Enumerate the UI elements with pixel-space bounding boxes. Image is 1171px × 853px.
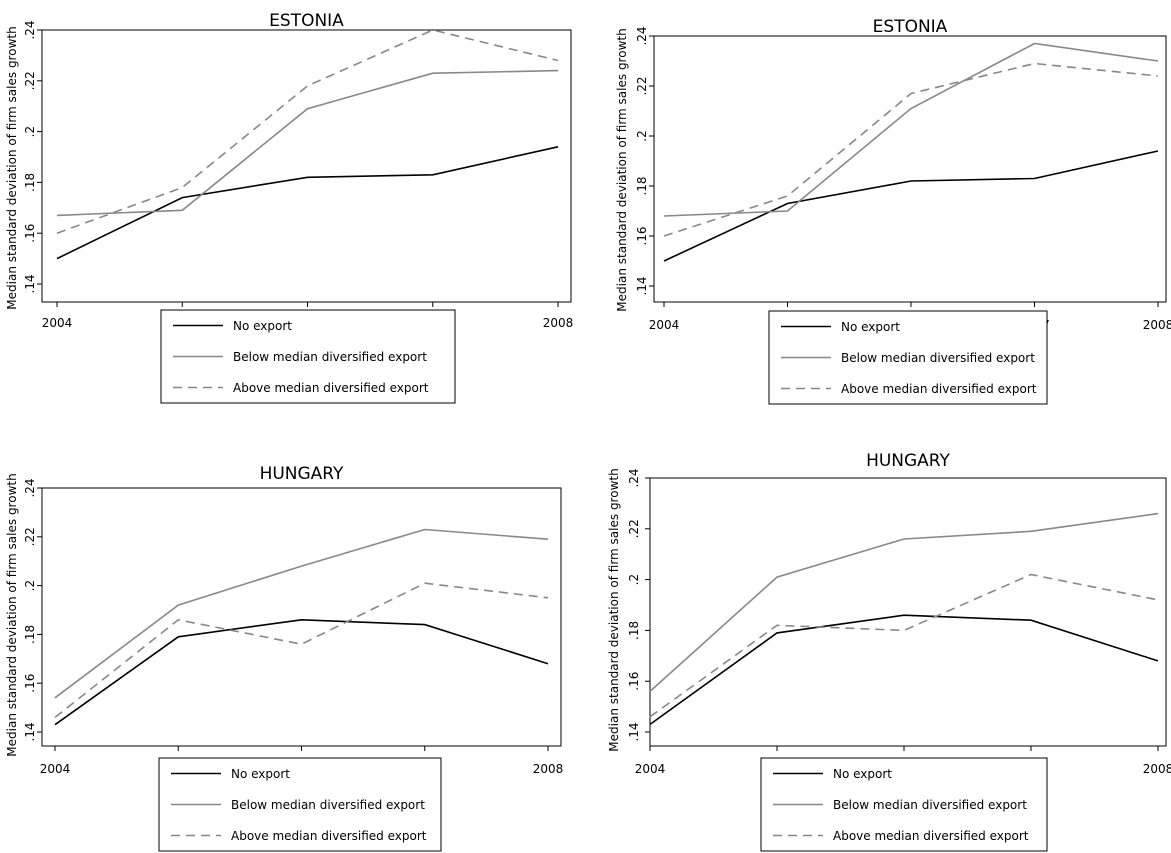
y-tick-label: .18 — [627, 621, 641, 640]
legend-label: Above median diversified export — [231, 829, 427, 843]
chart-title: HUNGARY — [866, 451, 950, 471]
series-line-no-export — [56, 146, 559, 260]
series-line-below-median-diversified-export — [649, 512, 1159, 692]
x-tick-label: 2004 — [649, 318, 680, 332]
series-line-above-median-diversified-export — [56, 29, 559, 234]
series-line-below-median-diversified-export — [54, 528, 549, 699]
y-tick-label: .22 — [23, 527, 37, 546]
y-tick-label: .14 — [23, 274, 37, 293]
y-tick-label: .16 — [23, 224, 37, 243]
y-tick-label: .24 — [23, 478, 37, 497]
y-tick-label: .16 — [627, 672, 641, 691]
series-line-below-median-diversified-export — [663, 42, 1159, 217]
legend: No export Below median diversified export… — [158, 757, 442, 852]
plot-frame — [649, 477, 1167, 747]
chart-title: ESTONIA — [269, 11, 344, 31]
series-line-above-median-diversified-export — [54, 582, 549, 719]
legend-label: No export — [841, 320, 900, 334]
legend-label: Above median diversified export — [233, 381, 429, 395]
chart-panel-2: ESTONIA.14.16.18.2.22.242004200520062007… — [615, 17, 1171, 405]
legend: No export Below median diversified export… — [768, 310, 1048, 405]
y-tick-label: .24 — [627, 468, 641, 487]
x-tick-label: 2004 — [40, 762, 71, 776]
legend-label: Above median diversified export — [841, 382, 1037, 396]
y-tick-label: .14 — [635, 276, 649, 295]
y-tick-label: .22 — [627, 519, 641, 538]
y-tick-label: .24 — [23, 20, 37, 39]
y-tick-label: .14 — [23, 722, 37, 741]
legend-label: Below median diversified export — [833, 798, 1027, 812]
chart-panel-1: ESTONIA.14.16.18.2.22.242004200520062007… — [5, 11, 574, 404]
y-tick-label: .22 — [635, 76, 649, 95]
chart-panel-3: HUNGARY.14.16.18.2.22.242004200520062007… — [5, 464, 564, 852]
chart-panel-4: HUNGARY.14.16.18.2.22.242004200520062007… — [607, 451, 1171, 852]
y-tick-label: .18 — [635, 176, 649, 195]
y-tick-label: .2 — [627, 574, 641, 585]
series-line-no-export — [54, 618, 549, 726]
series-line-below-median-diversified-export — [56, 69, 559, 217]
x-tick-label: 2008 — [1143, 318, 1171, 332]
legend-label: No export — [231, 767, 290, 781]
y-axis-label: Median standard deviation of firm sales … — [5, 473, 19, 756]
x-tick-label: 2004 — [42, 316, 73, 330]
legend-label: No export — [833, 767, 892, 781]
plot-frame — [41, 487, 562, 747]
x-tick-label: 2004 — [635, 762, 666, 776]
legend-label: No export — [233, 319, 292, 333]
legend: No export Below median diversified export… — [760, 757, 1048, 852]
x-tick-label: 2008 — [1143, 762, 1171, 776]
y-tick-label: .18 — [23, 625, 37, 644]
y-tick-label: .18 — [23, 173, 37, 192]
y-axis-label: Median standard deviation of firm sales … — [607, 468, 621, 751]
series-line-above-median-diversified-export — [663, 62, 1159, 237]
plot-frame — [653, 35, 1167, 303]
series-line-no-export — [649, 614, 1159, 726]
chart-title: HUNGARY — [260, 464, 344, 484]
y-tick-label: .16 — [635, 226, 649, 245]
y-tick-label: .2 — [635, 130, 649, 141]
y-tick-label: .2 — [23, 580, 37, 591]
y-tick-label: .24 — [635, 26, 649, 45]
y-tick-label: .2 — [23, 126, 37, 137]
x-tick-label: 2008 — [543, 316, 574, 330]
y-tick-label: .16 — [23, 674, 37, 693]
legend-label: Above median diversified export — [833, 829, 1029, 843]
y-axis-label: Median standard deviation of firm sales … — [615, 28, 629, 311]
series-line-no-export — [663, 150, 1159, 262]
series-line-above-median-diversified-export — [649, 573, 1159, 718]
x-tick-label: 2008 — [533, 762, 564, 776]
y-axis-label: Median standard deviation of firm sales … — [5, 26, 19, 309]
chart-title: ESTONIA — [873, 17, 948, 37]
legend: No export Below median diversified export… — [160, 309, 456, 404]
y-tick-label: .22 — [23, 71, 37, 90]
legend-label: Below median diversified export — [233, 350, 427, 364]
plot-frame — [41, 29, 572, 303]
y-tick-label: .14 — [627, 722, 641, 741]
legend-label: Below median diversified export — [841, 351, 1035, 365]
legend-label: Below median diversified export — [231, 798, 425, 812]
